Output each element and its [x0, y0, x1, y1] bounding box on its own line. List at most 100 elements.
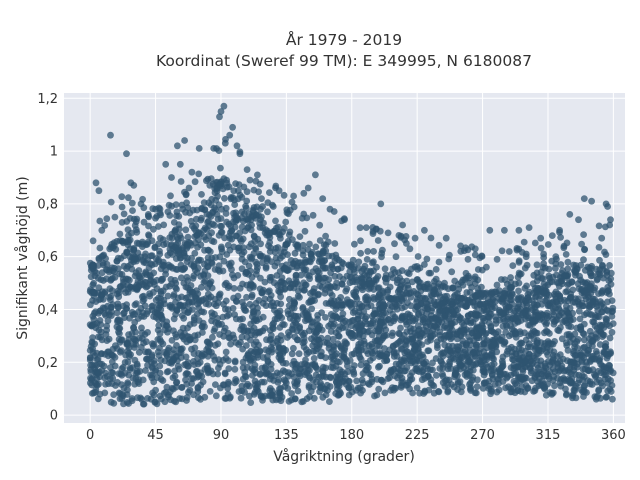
data-point [201, 393, 209, 401]
data-point [176, 231, 184, 239]
data-point [148, 351, 156, 359]
data-point [516, 340, 524, 348]
data-point [413, 384, 421, 392]
data-point [309, 347, 317, 355]
data-point [319, 363, 327, 371]
data-point [439, 300, 447, 308]
data-point [454, 378, 462, 386]
data-point [565, 330, 573, 338]
data-point [165, 261, 173, 269]
data-point [135, 308, 142, 316]
data-point [195, 229, 203, 237]
data-point [595, 376, 603, 384]
data-point [384, 229, 392, 237]
data-point [304, 184, 312, 192]
data-point [161, 398, 169, 406]
data-point [125, 350, 133, 357]
data-point [287, 310, 295, 318]
data-point [281, 383, 289, 390]
data-point [117, 348, 124, 356]
data-point [291, 365, 299, 373]
data-point [317, 352, 324, 360]
data-point [277, 332, 285, 340]
data-point [386, 369, 393, 377]
data-point [349, 278, 356, 286]
data-point [250, 208, 257, 216]
data-point [283, 265, 290, 273]
data-point [253, 261, 261, 268]
data-point [295, 350, 303, 358]
data-point [564, 258, 572, 266]
data-point [92, 179, 100, 187]
data-point [461, 295, 469, 303]
data-point [94, 355, 102, 363]
data-point [89, 261, 96, 269]
data-point [575, 376, 583, 384]
data-point [589, 298, 597, 305]
data-point [395, 369, 402, 377]
data-point [322, 232, 329, 240]
data-point [608, 313, 616, 320]
data-point [198, 191, 205, 198]
data-point [179, 333, 187, 341]
data-point [239, 244, 247, 252]
data-point [177, 274, 185, 282]
data-point [292, 275, 300, 282]
data-point [560, 242, 568, 250]
data-point [429, 332, 436, 340]
data-point [599, 308, 606, 316]
x-tick-label: 270 [470, 428, 495, 443]
data-point [405, 270, 413, 278]
data-point [558, 335, 566, 343]
data-point [310, 394, 318, 402]
data-point [100, 362, 108, 370]
data-point [593, 393, 601, 401]
data-point [152, 386, 160, 394]
data-point [505, 383, 512, 391]
data-point [353, 295, 361, 303]
data-point [262, 363, 270, 371]
data-point [87, 368, 95, 376]
data-point [221, 195, 228, 202]
data-point [581, 382, 588, 390]
data-point [208, 317, 216, 325]
data-point [455, 285, 463, 293]
data-point [570, 261, 577, 269]
data-point [369, 230, 377, 238]
data-point [424, 373, 432, 381]
data-point [296, 323, 303, 331]
data-point [434, 344, 441, 352]
data-point [311, 333, 318, 341]
data-point [123, 339, 131, 347]
x-tick-label: 360 [601, 428, 626, 443]
data-point [469, 349, 477, 357]
data-point [93, 381, 101, 389]
data-point [534, 364, 542, 372]
data-point [448, 381, 455, 388]
data-point [232, 180, 240, 188]
data-point [144, 329, 152, 336]
x-tick-label: 315 [536, 428, 561, 443]
data-point [185, 184, 193, 192]
data-point [451, 302, 459, 310]
data-point [324, 387, 331, 394]
data-point [124, 194, 132, 202]
data-point [299, 398, 307, 405]
data-point [133, 228, 141, 236]
data-point [275, 309, 282, 317]
data-point [419, 353, 427, 361]
data-point [214, 315, 222, 322]
data-point [507, 274, 514, 281]
data-point [326, 205, 334, 213]
data-point [195, 170, 203, 178]
data-point [270, 279, 278, 287]
data-point [557, 382, 565, 390]
data-point [302, 258, 310, 266]
y-tick-label: 1,2 [37, 92, 58, 107]
data-point [160, 221, 168, 229]
data-point [102, 380, 109, 388]
data-point [376, 362, 383, 370]
data-point [511, 315, 519, 323]
data-point [524, 354, 532, 362]
data-point [238, 214, 246, 222]
